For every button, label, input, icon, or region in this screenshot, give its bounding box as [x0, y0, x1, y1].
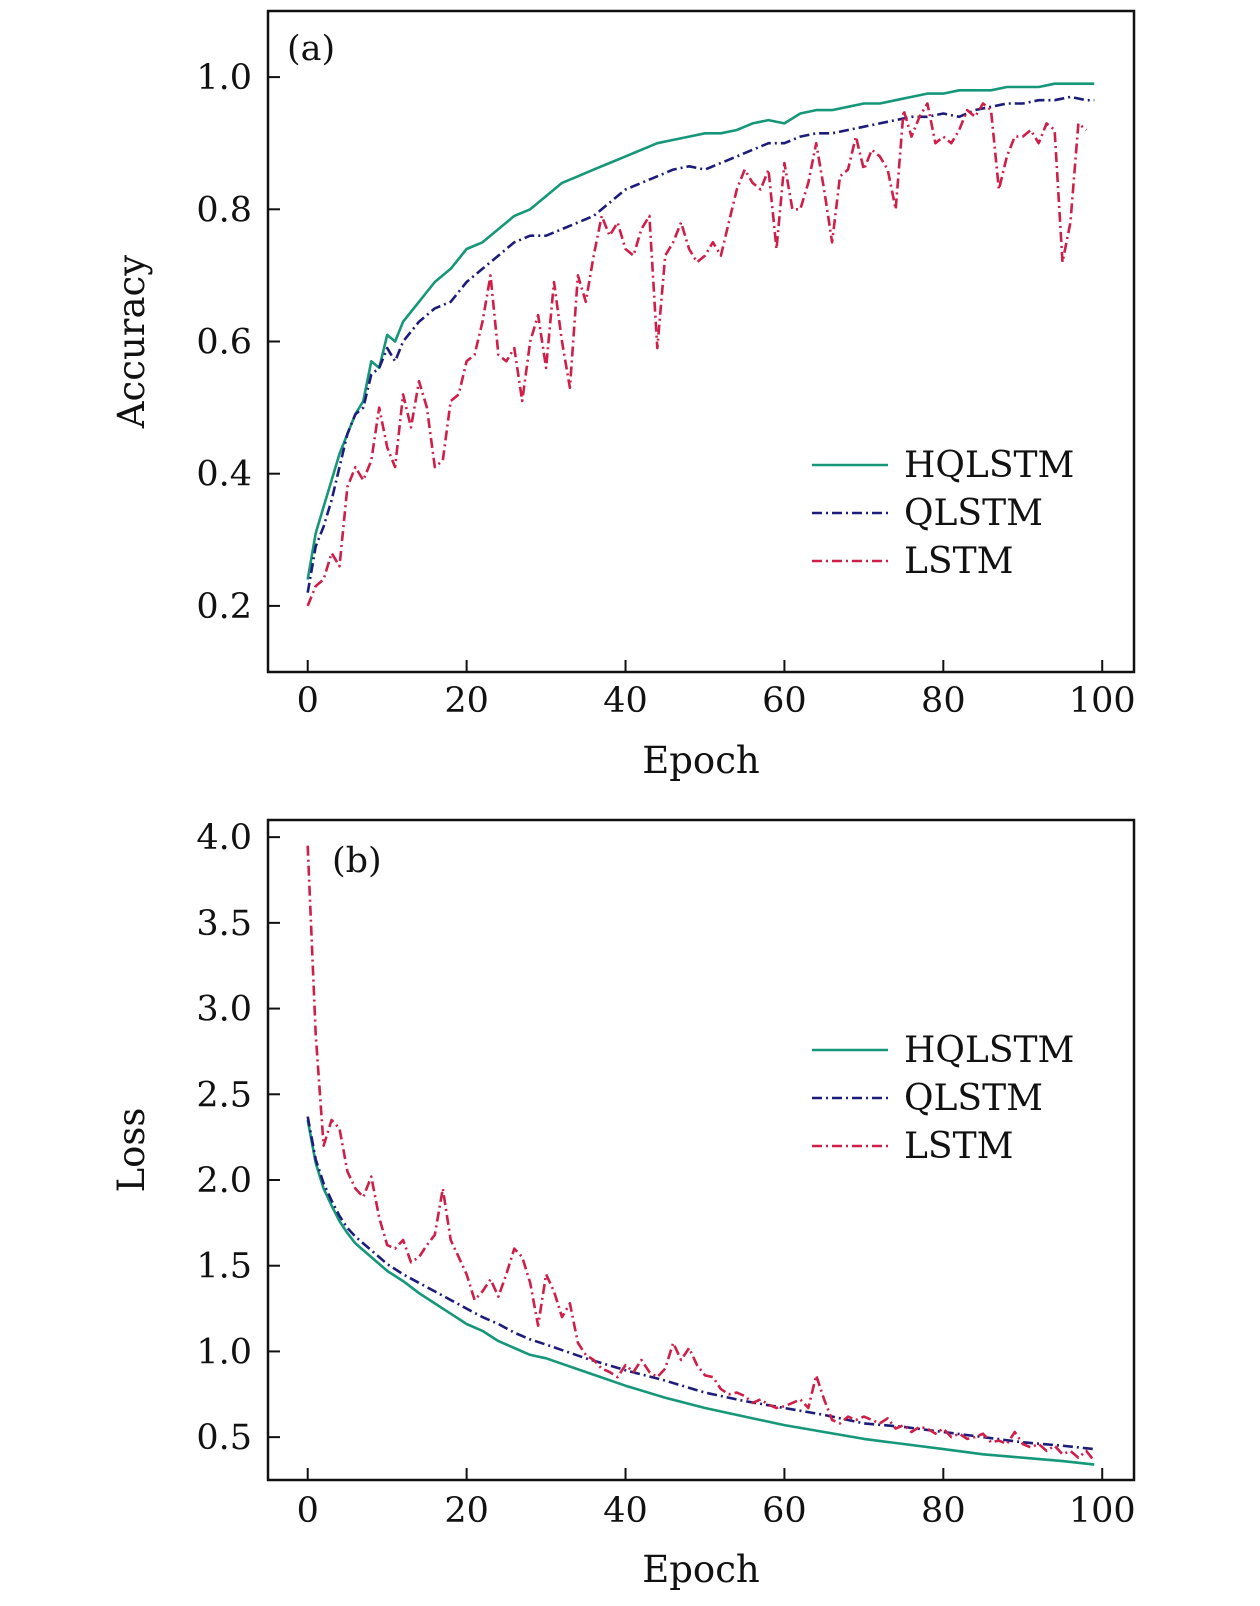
legend: HQLSTM QLSTM LSTM [812, 1030, 1074, 1167]
panel-a: 0 20 40 60 80 100 0.2 0.4 0.6 0.8 1.0 Epoch Accuracy… [110, 9, 1136, 782]
legend-label-qlstm: QLSTM [904, 1078, 1043, 1119]
x-tick-label: 100 [1069, 681, 1136, 721]
x-tick-label: 60 [762, 1491, 807, 1531]
y-tick-label: 0.6 [196, 323, 252, 363]
x-tick-label: 0 [297, 1491, 319, 1531]
x-tick-label: 100 [1069, 1491, 1136, 1531]
y-axis-label: Accuracy [110, 255, 153, 429]
plot-frame [266, 818, 1136, 1482]
y-tick-label: 3.0 [196, 990, 252, 1030]
series-line-qlstm [306, 1116, 1095, 1451]
y-axis-label: Loss [110, 1108, 153, 1193]
x-tick-label: 40 [603, 681, 648, 721]
y-tick-label: 1.5 [196, 1247, 252, 1287]
x-axis-label: Epoch [642, 1548, 760, 1591]
series-line-hqlstm [306, 1119, 1095, 1466]
y-tick-label: 0.2 [196, 587, 252, 627]
y-tick-label: 2.0 [196, 1161, 252, 1201]
x-tick-label: 20 [444, 1491, 489, 1531]
x-axis-label: Epoch [642, 739, 760, 782]
panel-label: (a) [287, 29, 335, 69]
panel-b: 0 20 40 60 80 100 0.5 1.0 1.5 2.0 2.5 3.0 3.5 4.0 Epoc… [110, 818, 1136, 1591]
y-tick-label: 0.8 [196, 190, 252, 230]
y-tick-label: 3.5 [196, 904, 252, 944]
y-tick-label: 1.0 [196, 58, 252, 98]
y-tick-label: 0.4 [196, 455, 252, 495]
x-tick-label: 80 [921, 1491, 966, 1531]
legend-label-hqlstm: HQLSTM [904, 1030, 1074, 1071]
series-line-lstm [306, 102, 1088, 607]
x-tick-label: 20 [444, 681, 489, 721]
panel-label: (b) [332, 841, 382, 881]
legend: HQLSTM QLSTM LSTM [812, 445, 1074, 582]
x-tick-label: 60 [762, 681, 807, 721]
y-tick-label: 2.5 [196, 1075, 252, 1115]
y-tick-label: 0.5 [196, 1418, 252, 1458]
y-tick-label: 4.0 [196, 818, 252, 858]
series-line-hqlstm [306, 82, 1095, 580]
x-tick-label: 80 [921, 681, 966, 721]
series-line-qlstm [306, 95, 1095, 593]
x-tick-label: 40 [603, 1491, 648, 1531]
x-tick-label: 0 [297, 681, 319, 721]
legend-label-qlstm: QLSTM [904, 493, 1043, 534]
legend-label-lstm: LSTM [904, 1126, 1013, 1167]
legend-label-hqlstm: HQLSTM [904, 445, 1074, 486]
y-tick-label: 1.0 [196, 1332, 252, 1372]
series-line-lstm [306, 845, 1096, 1462]
legend-label-lstm: LSTM [904, 541, 1013, 582]
